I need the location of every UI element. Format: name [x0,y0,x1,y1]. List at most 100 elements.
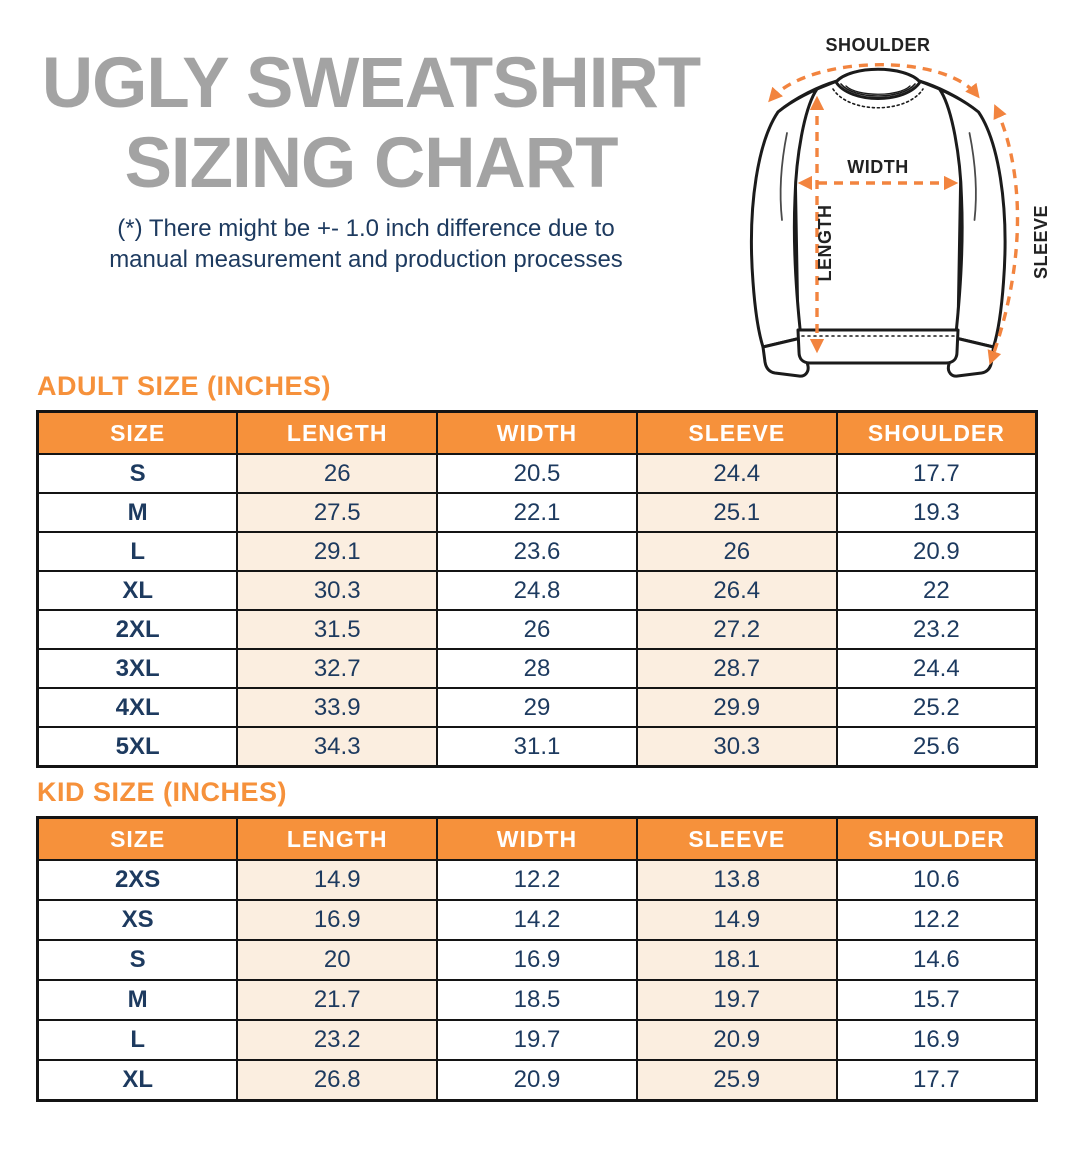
value-cell: 21.7 [236,979,439,1021]
size-cell: XL [36,570,239,611]
column-header-width: WIDTH [436,410,638,455]
length-label: LENGTH [815,205,835,282]
value-cell: 26 [436,609,638,650]
value-cell: 30.3 [635,726,838,768]
value-cell: 12.2 [436,859,638,901]
value-cell: 25.2 [835,687,1038,728]
value-cell: 33.9 [236,687,439,728]
value-cell: 26.4 [635,570,838,611]
value-cell: 25.6 [835,726,1038,768]
value-cell: 14.9 [635,899,838,941]
value-cell: 22.1 [436,492,638,533]
size-cell: L [36,1019,239,1061]
value-cell: 32.7 [236,648,439,689]
sweatshirt-measurement-diagram: SHOULDER WIDTH LENGTH SLEEVE [749,35,1051,378]
table-row: XL 30.3 24.8 26.4 22 [36,570,1038,611]
value-cell: 23.2 [835,609,1038,650]
value-cell: 27.5 [236,492,439,533]
value-cell: 10.6 [835,859,1038,901]
value-cell: 20.9 [436,1059,638,1102]
disclaimer-line-2: manual measurement and production proces… [109,245,623,273]
table-row: L 29.1 23.6 26 20.9 [36,531,1038,572]
kid-header-row: SIZE LENGTH WIDTH SLEEVE SHOULDER [36,816,1038,861]
table-row: S 20 16.9 18.1 14.6 [36,939,1038,981]
value-cell: 29.9 [635,687,838,728]
value-cell: 26 [635,531,838,572]
value-cell: 20.9 [635,1019,838,1061]
column-header-width: WIDTH [436,816,638,861]
value-cell: 22 [835,570,1038,611]
value-cell: 23.6 [436,531,638,572]
size-cell: S [36,939,239,981]
adult-size-table: SIZE LENGTH WIDTH SLEEVE SHOULDER S 26 20.5 24.… [36,410,1038,768]
adult-section-heading: ADULT SIZE (INCHES) [37,371,331,401]
size-cell: 2XL [36,609,239,650]
column-header-shoulder: SHOULDER [835,410,1038,455]
size-cell: M [36,492,239,533]
value-cell: 16.9 [236,899,439,941]
value-cell: 13.8 [635,859,838,901]
disclaimer: (*) There might be +- 1.0 inch differenc… [16,214,716,275]
value-cell: 14.6 [835,939,1038,981]
table-row: 3XL 32.7 28 28.7 24.4 [36,648,1038,689]
value-cell: 20.9 [835,531,1038,572]
value-cell: 25.9 [635,1059,838,1102]
value-cell: 28.7 [635,648,838,689]
table-row: M 27.5 22.1 25.1 19.3 [36,492,1038,533]
table-row: 2XL 31.5 26 27.2 23.2 [36,609,1038,650]
sweatshirt-drawing [749,67,1007,378]
column-header-length: LENGTH [236,410,439,455]
value-cell: 30.3 [236,570,439,611]
column-header-shoulder: SHOULDER [835,816,1038,861]
table-row: M 21.7 18.5 19.7 15.7 [36,979,1038,1021]
value-cell: 16.9 [835,1019,1038,1061]
value-cell: 29.1 [236,531,439,572]
table-row: XL 26.8 20.9 25.9 17.7 [36,1059,1038,1102]
value-cell: 24.4 [635,453,838,494]
kid-section-heading: KID SIZE (INCHES) [37,777,288,807]
title-line-1: UGLY SWEATSHIRT [41,44,701,123]
column-header-size: SIZE [36,816,239,861]
value-cell: 24.4 [835,648,1038,689]
size-cell: 4XL [36,687,239,728]
size-cell: XS [36,899,239,941]
table-row: S 26 20.5 24.4 17.7 [36,453,1038,494]
left-sleeve [749,79,839,378]
sleeve-arrow [987,104,1020,366]
table-row: XS 16.9 14.2 14.9 12.2 [36,899,1038,941]
size-cell: L [36,531,239,572]
value-cell: 23.2 [236,1019,439,1061]
size-cell: M [36,979,239,1021]
table-row: 4XL 33.9 29 29.9 25.2 [36,687,1038,728]
value-cell: 26.8 [236,1059,439,1102]
table-row: 5XL 34.3 31.1 30.3 25.6 [36,726,1038,768]
value-cell: 31.1 [436,726,638,768]
table-row: 2XS 14.9 12.2 13.8 10.6 [36,859,1038,901]
value-cell: 15.7 [835,979,1038,1021]
column-header-sleeve: SLEEVE [635,410,838,455]
value-cell: 17.7 [835,1059,1038,1102]
disclaimer-line-1: (*) There might be +- 1.0 inch differenc… [117,215,615,242]
adult-header-row: SIZE LENGTH WIDTH SLEEVE SHOULDER [36,410,1038,455]
size-cell: 3XL [36,648,239,689]
value-cell: 16.9 [436,939,638,981]
value-cell: 14.9 [236,859,439,901]
value-cell: 29 [436,687,638,728]
title-line-2: SIZING CHART [124,123,619,203]
value-cell: 19.7 [635,979,838,1021]
value-cell: 18.1 [635,939,838,981]
value-cell: 14.2 [436,899,638,941]
sleeve-label: SLEEVE [1031,205,1051,279]
width-label: WIDTH [847,157,908,177]
value-cell: 31.5 [236,609,439,650]
table-row: L 23.2 19.7 20.9 16.9 [36,1019,1038,1061]
value-cell: 19.3 [835,492,1038,533]
value-cell: 12.2 [835,899,1038,941]
value-cell: 26 [236,453,439,494]
value-cell: 24.8 [436,570,638,611]
shoulder-arrow [768,63,980,103]
page-title: UGLY SWEATSHIRT SIZING CHART [16,44,726,203]
size-cell: 2XS [36,859,239,901]
column-header-size: SIZE [36,410,239,455]
